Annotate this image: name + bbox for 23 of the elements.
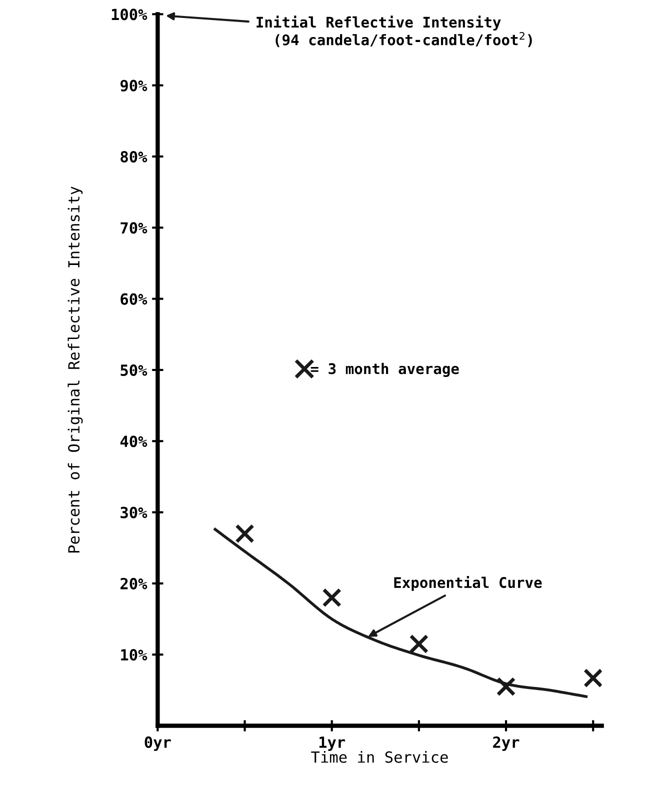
y-tick-label: 100% [112,8,148,20]
point [322,588,342,608]
y-tick-label: 50% [120,364,148,376]
y-axis-title: Percent of Original Reflective Intensity [68,186,83,552]
point [409,634,429,654]
legend-label: = 3 month average [310,362,459,378]
y-tick-label: 10% [121,649,148,661]
annotation: Exponential Curve [394,576,542,591]
y-tick-label: 80% [120,150,148,163]
y-tick-label: 20% [120,578,148,590]
point [583,668,602,688]
y-tick-label: 40% [120,436,148,448]
x-axis-title: Time in Service [311,751,448,763]
point [496,676,516,696]
y-tick-label: 70% [120,222,148,234]
annotation: Initial Reflective Intensity (94 candela/foot-candle/foot$^{2}$) [256,16,532,48]
y-tick-label: 60% [120,293,148,305]
point [235,524,254,544]
x-tick-label: 2yr [493,736,520,751]
x-tick-label: 0yr [144,736,171,751]
y-tick-label: 90% [120,80,148,92]
y-tick-label: 30% [120,506,148,518]
x-tick-label: 1yr [319,736,346,751]
